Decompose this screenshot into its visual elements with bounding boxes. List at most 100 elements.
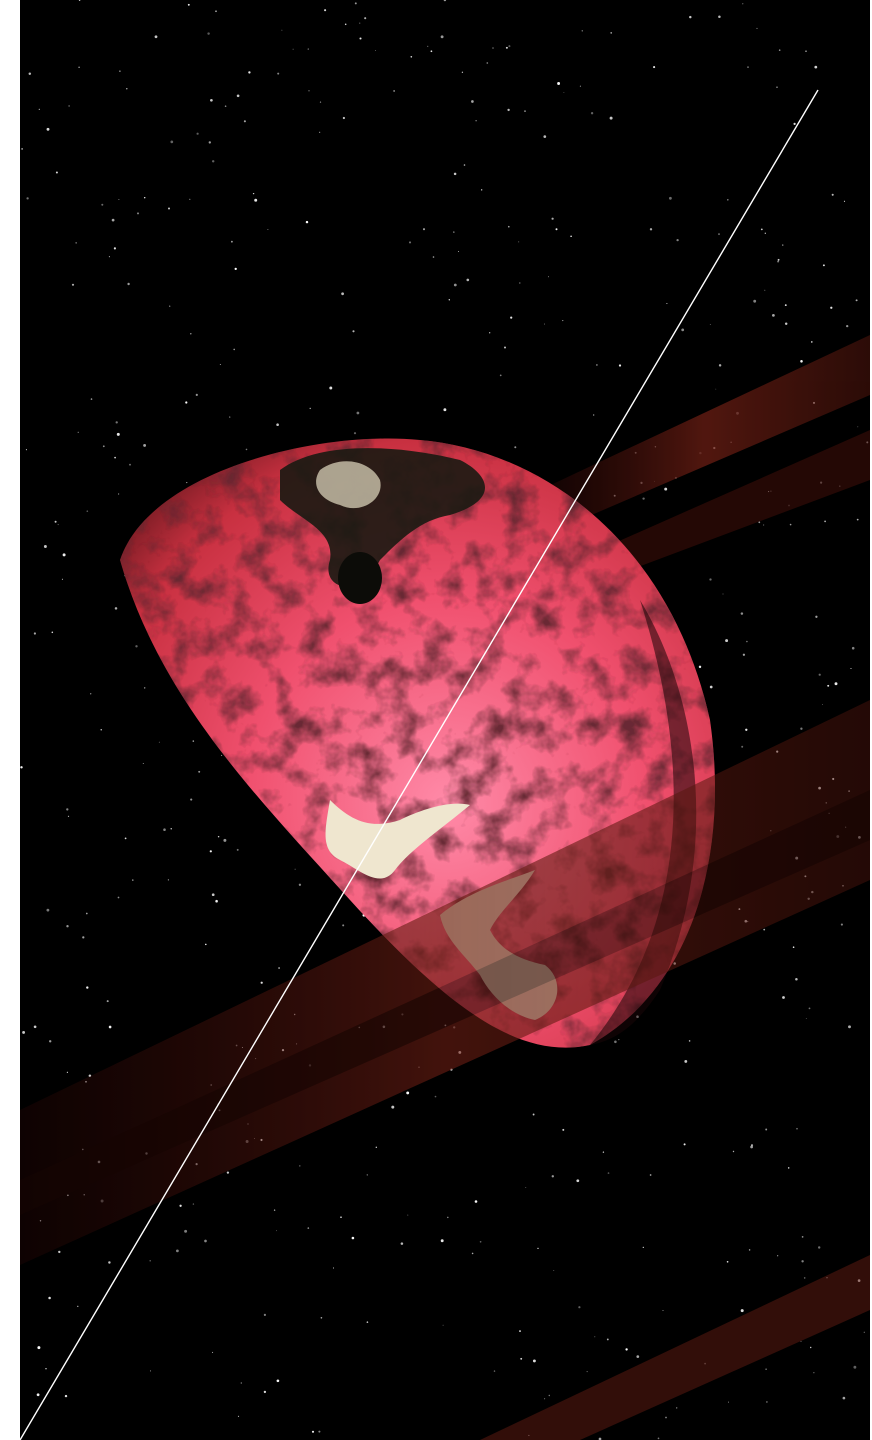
star bbox=[642, 497, 645, 500]
star bbox=[784, 304, 787, 306]
star bbox=[319, 101, 322, 103]
star bbox=[219, 364, 221, 365]
star bbox=[777, 260, 780, 263]
star bbox=[742, 3, 744, 5]
star bbox=[205, 943, 207, 946]
star bbox=[422, 228, 426, 231]
star bbox=[606, 1338, 609, 1341]
star bbox=[351, 1236, 355, 1240]
star bbox=[848, 1025, 851, 1029]
star bbox=[434, 1095, 437, 1098]
star bbox=[507, 225, 510, 228]
star bbox=[448, 299, 450, 301]
star bbox=[763, 524, 765, 526]
star bbox=[149, 1370, 151, 1372]
star bbox=[408, 241, 412, 244]
star bbox=[143, 443, 147, 447]
star bbox=[471, 1252, 474, 1255]
star bbox=[66, 1071, 68, 1073]
star bbox=[78, 66, 80, 68]
star bbox=[784, 322, 788, 326]
star bbox=[294, 868, 296, 870]
star bbox=[722, 593, 724, 595]
star bbox=[33, 632, 36, 635]
star bbox=[499, 374, 502, 377]
star bbox=[28, 72, 32, 75]
star bbox=[796, 1127, 798, 1130]
star bbox=[111, 218, 115, 222]
star bbox=[407, 1214, 409, 1216]
star bbox=[551, 217, 554, 220]
star bbox=[818, 1246, 821, 1249]
star bbox=[54, 520, 57, 523]
star bbox=[169, 305, 171, 307]
star bbox=[805, 1018, 807, 1019]
star bbox=[204, 1239, 207, 1243]
star bbox=[443, 408, 447, 412]
star bbox=[853, 1365, 857, 1369]
star bbox=[453, 231, 455, 233]
star bbox=[62, 553, 66, 557]
star bbox=[108, 1261, 111, 1264]
star bbox=[66, 808, 69, 811]
star bbox=[440, 1239, 444, 1243]
star bbox=[518, 241, 520, 243]
star bbox=[800, 1340, 802, 1342]
star bbox=[344, 23, 347, 26]
star bbox=[537, 1247, 539, 1249]
star bbox=[126, 87, 128, 90]
star bbox=[226, 1171, 230, 1174]
star bbox=[709, 578, 712, 581]
star bbox=[86, 510, 89, 512]
star bbox=[453, 172, 457, 176]
star bbox=[777, 1255, 779, 1257]
star bbox=[119, 70, 121, 72]
star bbox=[102, 445, 105, 448]
star bbox=[234, 267, 237, 271]
star bbox=[190, 798, 193, 801]
star bbox=[471, 100, 474, 103]
star bbox=[557, 82, 561, 85]
star bbox=[192, 1203, 195, 1205]
star bbox=[170, 140, 174, 144]
star bbox=[657, 1437, 660, 1440]
star bbox=[116, 432, 120, 436]
star bbox=[318, 1430, 321, 1433]
star bbox=[625, 1348, 628, 1351]
star bbox=[442, 1324, 444, 1326]
star bbox=[142, 762, 144, 765]
star bbox=[765, 1368, 767, 1370]
star bbox=[689, 15, 692, 19]
star bbox=[186, 482, 188, 484]
star bbox=[208, 141, 211, 144]
star bbox=[676, 238, 679, 242]
star bbox=[461, 71, 464, 73]
star bbox=[366, 1174, 368, 1176]
star bbox=[765, 1128, 768, 1131]
star bbox=[803, 1277, 806, 1279]
star bbox=[489, 332, 491, 334]
star bbox=[669, 196, 672, 200]
star bbox=[662, 1310, 664, 1311]
star bbox=[824, 520, 826, 523]
star bbox=[649, 1174, 652, 1176]
star bbox=[167, 879, 170, 881]
star bbox=[519, 1330, 521, 1333]
star bbox=[332, 1267, 335, 1269]
star bbox=[681, 328, 685, 332]
star bbox=[718, 233, 720, 236]
star bbox=[748, 1249, 751, 1251]
star bbox=[822, 704, 824, 706]
star bbox=[170, 828, 172, 830]
star bbox=[430, 50, 433, 53]
star bbox=[618, 1038, 620, 1041]
star bbox=[311, 1430, 315, 1433]
star bbox=[276, 423, 279, 427]
star bbox=[840, 923, 843, 926]
star bbox=[68, 105, 70, 107]
star bbox=[71, 283, 75, 286]
star bbox=[229, 416, 231, 418]
star bbox=[33, 1025, 37, 1029]
star bbox=[594, 1336, 596, 1338]
star bbox=[101, 203, 104, 206]
